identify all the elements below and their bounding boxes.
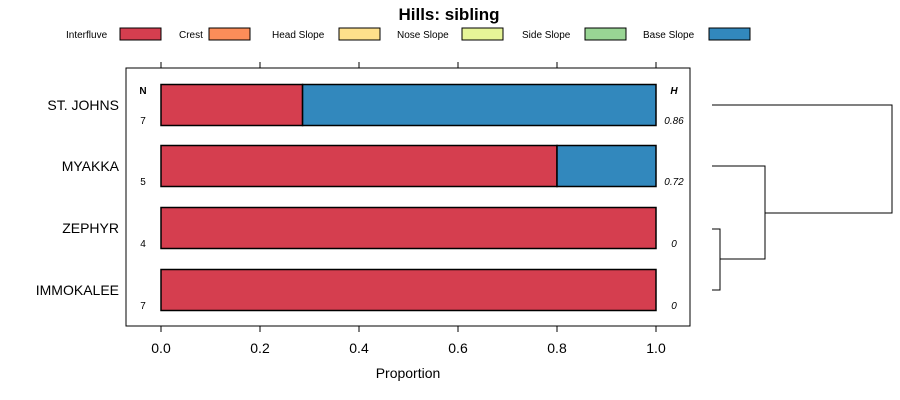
bars (160, 83, 657, 312)
dendrogram-branch-zephyr-immokalee (712, 228, 721, 291)
x-tick-label: 0.6 (448, 340, 468, 356)
legend-label-head-slope: Head Slope (272, 30, 325, 41)
x-tick-label: 0.2 (250, 340, 270, 356)
legend-label-interfluve: Interfluve (66, 30, 108, 41)
bar-st-johns-interfluve (160, 83, 304, 127)
h-value: 0 (671, 301, 677, 312)
legend: Interfluve Crest Head Slope Nose Slope Side … (66, 27, 751, 41)
bar-st-johns-base-slope (301, 83, 657, 127)
dendrogram (712, 104, 893, 291)
bar-myakka-base-slope (556, 144, 657, 188)
legend-swatch-interfluve (119, 27, 162, 41)
h-column-header: H (670, 86, 678, 97)
n-labels: 7 5 4 7 (140, 116, 146, 312)
x-tick-label: 0.4 (349, 340, 369, 356)
n-value: 5 (140, 177, 146, 188)
category-label-st-johns: ST. JOHNS (47, 97, 119, 113)
bar-immokalee-interfluve (160, 268, 657, 312)
category-label-zephyr: ZEPHYR (62, 220, 119, 236)
x-tick-label: 0.8 (547, 340, 567, 356)
legend-label-base-slope: Base Slope (643, 30, 695, 41)
category-labels: ST. JOHNS MYAKKA ZEPHYR IMMOKALEE (36, 97, 120, 298)
h-labels: 0.86 0.72 0 0 (664, 116, 684, 312)
x-axis-title: Proportion (376, 365, 441, 381)
bar-myakka-interfluve (160, 144, 558, 188)
legend-swatch-nose-slope (461, 27, 504, 41)
dendrogram-branch-root (712, 104, 893, 214)
legend-label-side-slope: Side Slope (522, 30, 571, 41)
n-value: 7 (140, 116, 146, 127)
n-value: 7 (140, 301, 146, 312)
legend-swatch-side-slope (584, 27, 627, 41)
legend-swatch-base-slope (708, 27, 751, 41)
plot-frame (125, 67, 691, 327)
legend-swatch-crest (208, 27, 251, 41)
category-label-immokalee: IMMOKALEE (36, 282, 119, 298)
legend-swatch-head-slope (338, 27, 381, 41)
x-axis: 0.0 0.2 0.4 0.6 0.8 1.0 (151, 326, 666, 356)
bar-zephyr-interfluve (160, 206, 657, 250)
h-value: 0.86 (664, 116, 684, 127)
category-label-myakka: MYAKKA (62, 158, 120, 174)
x-tick-label: 1.0 (646, 340, 666, 356)
n-column-header: N (139, 86, 146, 97)
h-value: 0.72 (664, 177, 684, 188)
legend-label-nose-slope: Nose Slope (397, 30, 449, 41)
chart-title: Hills: sibling (398, 5, 499, 24)
top-axis-ticks (160, 62, 657, 68)
n-value: 4 (140, 239, 146, 250)
legend-label-crest: Crest (179, 30, 203, 41)
h-value: 0 (671, 239, 677, 250)
x-tick-label: 0.0 (151, 340, 171, 356)
